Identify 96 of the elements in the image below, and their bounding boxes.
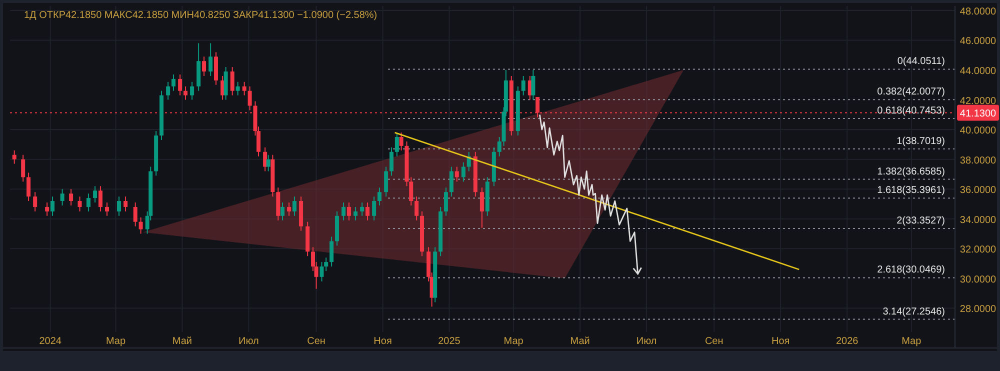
- candlestick: [366, 202, 370, 221]
- ref-line-label: 2(33.3527): [896, 216, 945, 227]
- ref-line-label: 3.14(27.2546): [882, 306, 945, 318]
- x-tick-label: Май: [570, 336, 590, 347]
- candlestick: [116, 196, 121, 216]
- candlestick: [214, 52, 218, 86]
- candlestick: [372, 196, 376, 221]
- x-tick-label: Июл: [238, 336, 260, 347]
- candlestick: [133, 202, 138, 227]
- candlestick: [320, 262, 324, 282]
- candlestick: [248, 86, 252, 111]
- y-tick-label: 34.0000: [960, 214, 997, 226]
- candlestick: [461, 162, 466, 182]
- candlestick: [124, 196, 128, 212]
- ref-line-label: 0(44.0511): [897, 56, 945, 68]
- candlestick: [26, 172, 31, 202]
- candlestick: [454, 166, 459, 182]
- x-tick-label: 2024: [39, 336, 62, 347]
- candlestick: [444, 187, 448, 216]
- candlestick: [236, 81, 240, 96]
- candlestick: [378, 187, 382, 206]
- candlestick: [354, 206, 358, 221]
- y-tick-label: 28.0000: [960, 304, 997, 316]
- x-tick-label: Май: [172, 336, 192, 347]
- candlestick: [178, 74, 182, 96]
- candlestick: [21, 154, 26, 182]
- y-tick-label: 46.0000: [960, 36, 997, 48]
- candlestick: [171, 74, 176, 92]
- x-tick-label: Мар: [504, 336, 524, 347]
- candlestick: [202, 56, 206, 76]
- candlestick: [263, 146, 268, 172]
- ref-line-label: 2.618(30.0469): [877, 264, 945, 276]
- ref-line-label: 41.1300: [960, 108, 997, 120]
- x-tick-label: Сен: [307, 336, 326, 347]
- candlestick: [280, 202, 284, 221]
- candlestick: [60, 188, 64, 206]
- candlestick: [190, 81, 194, 100]
- x-tick-label: Ноя: [374, 336, 392, 347]
- candlestick: [93, 186, 98, 203]
- candlestick: [330, 236, 334, 267]
- y-tick-label: 44.0000: [960, 66, 997, 78]
- x-tick-label: 2026: [836, 336, 859, 347]
- candlestick: [208, 42, 213, 76]
- candlestick: [414, 196, 419, 221]
- candlestick: [531, 70, 536, 100]
- candlestick: [342, 202, 346, 221]
- candlestick: [183, 86, 188, 100]
- ref-line-label: 1(38.7019): [896, 136, 945, 147]
- ref-line-label: 1.382(36.6585): [877, 166, 945, 178]
- candlestick: [389, 146, 394, 176]
- x-tick-label: 2025: [438, 336, 461, 347]
- y-tick-label: 38.0000: [960, 155, 997, 166]
- candlestick: [409, 176, 414, 206]
- candlestick: [287, 202, 292, 216]
- chart-title: 1Д ОТКР42.1850 МАКС42.1850 МИН40.8250 ЗАКР41.1300 −1.0900 (−2.58%): [24, 10, 378, 21]
- x-tick-label: Ноя: [772, 336, 790, 347]
- candlestick: [86, 193, 90, 212]
- candlestick: [105, 202, 110, 216]
- candlestick: [12, 150, 16, 164]
- ref-line-label: 0.382(42.0077): [877, 86, 945, 98]
- candlestick: [242, 81, 246, 96]
- y-tick-label: 42.0000: [960, 96, 997, 107]
- candlestick: [33, 192, 38, 212]
- y-tick-label: 36.0000: [960, 185, 997, 196]
- candlestick: [230, 66, 234, 96]
- candlestick: [69, 188, 74, 206]
- y-tick-label: 48.0000: [960, 6, 997, 18]
- candlestick: [324, 257, 328, 272]
- x-tick-label: Мар: [902, 336, 922, 347]
- candlestick: [394, 132, 399, 157]
- candlestick: [521, 75, 526, 96]
- candlestick: [399, 132, 404, 151]
- x-tick-label: Сен: [704, 336, 724, 347]
- candlestick: [346, 202, 351, 221]
- x-tick-label: Июл: [636, 336, 657, 347]
- candlestick: [50, 196, 55, 216]
- candlestick: [480, 187, 484, 228]
- candlestick: [138, 216, 143, 234]
- candlestick: [292, 196, 296, 216]
- candlestick: [449, 166, 454, 198]
- y-tick-label: 30.0000: [960, 274, 997, 286]
- ref-line-label: 0.618(40.7453): [877, 105, 945, 116]
- candlestick: [384, 166, 388, 198]
- candlestick: [497, 136, 502, 157]
- candlestick: [45, 202, 50, 216]
- y-tick-label: 40.0000: [960, 126, 997, 137]
- candlestick: [98, 186, 102, 212]
- y-tick-label: 32.0000: [960, 244, 997, 256]
- candlestick: [276, 187, 280, 221]
- candlestick: [360, 202, 364, 216]
- ref-line-label: 1.618(35.3961): [877, 185, 945, 196]
- candlestick: [78, 196, 82, 212]
- candlestick: [166, 81, 170, 100]
- candlestick: [266, 154, 270, 172]
- candlestick: [224, 66, 228, 100]
- x-tick-label: Мар: [106, 336, 126, 347]
